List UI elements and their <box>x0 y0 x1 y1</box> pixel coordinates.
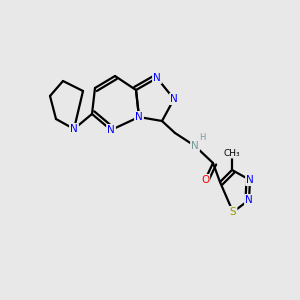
Text: N: N <box>135 112 143 122</box>
Text: N: N <box>246 175 254 185</box>
Text: S: S <box>230 207 236 217</box>
Text: CH₃: CH₃ <box>224 148 240 158</box>
Text: N: N <box>70 124 78 134</box>
Text: N: N <box>191 141 199 151</box>
Text: O: O <box>201 175 209 185</box>
Text: N: N <box>107 125 115 135</box>
Text: N: N <box>245 195 253 205</box>
Text: N: N <box>170 94 178 104</box>
Text: H: H <box>199 133 205 142</box>
Text: N: N <box>153 73 161 83</box>
